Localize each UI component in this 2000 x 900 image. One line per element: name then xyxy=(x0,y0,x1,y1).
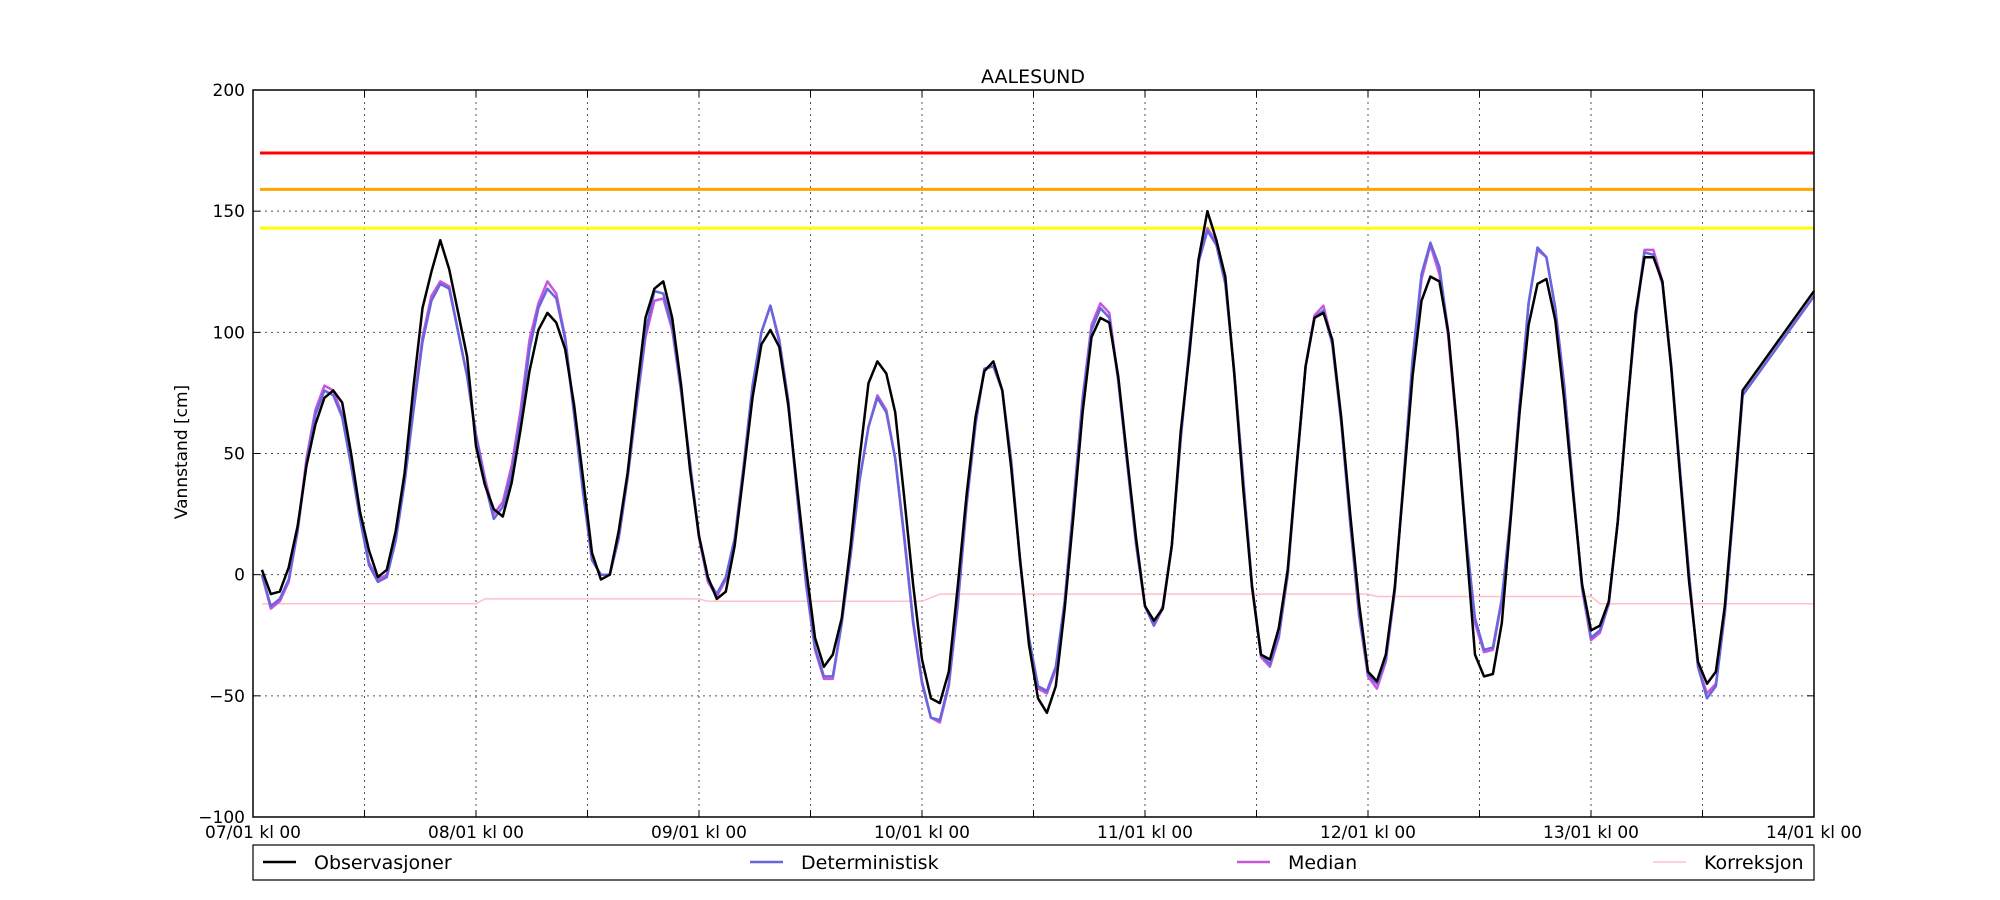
x-tick-label: 12/01 kl 00 xyxy=(1320,823,1416,843)
y-tick-label: 50 xyxy=(223,445,245,465)
y-tick-label: −100 xyxy=(198,808,245,828)
series-line-median xyxy=(260,226,1816,724)
series-line-korreksjon xyxy=(261,593,1814,605)
x-tick-label: 08/01 kl 00 xyxy=(428,823,524,843)
y-tick-label: −50 xyxy=(209,687,245,707)
x-tick-label: 10/01 kl 00 xyxy=(874,823,970,843)
y-tick-label: 200 xyxy=(213,81,245,101)
series-lines xyxy=(260,209,1816,724)
y-tick-label: 100 xyxy=(213,323,245,343)
legend-label: Observasjoner xyxy=(314,852,452,874)
legend-frame xyxy=(252,844,1815,881)
axis-ticks: 07/01 kl 00 08/01 kl 00 09/01 kl 00 10/01 k… xyxy=(198,81,1862,843)
series-line-observasjoner xyxy=(260,209,1816,715)
legend-label: Median xyxy=(1288,852,1357,874)
legend: Observasjoner Deterministisk Median Korreks… xyxy=(252,844,1815,881)
legend-label: Korreksjon xyxy=(1704,852,1804,874)
x-tick-label: 13/01 kl 00 xyxy=(1543,823,1639,843)
y-axis-label: Vannstand [cm] xyxy=(172,385,192,519)
grid-lines xyxy=(253,90,1814,817)
x-tick-label: 14/01 kl 00 xyxy=(1766,823,1862,843)
legend-label: Deterministisk xyxy=(801,852,939,874)
y-tick-label: 150 xyxy=(213,202,245,222)
y-tick-label: 0 xyxy=(234,566,245,586)
x-tick-label: 09/01 kl 00 xyxy=(651,823,747,843)
chart-title: AALESUND xyxy=(981,66,1085,88)
threshold-lines xyxy=(260,151,1814,230)
x-tick-label: 07/01 kl 00 xyxy=(205,823,301,843)
series-line-deterministisk xyxy=(260,229,1816,722)
x-tick-label: 11/01 kl 00 xyxy=(1097,823,1193,843)
